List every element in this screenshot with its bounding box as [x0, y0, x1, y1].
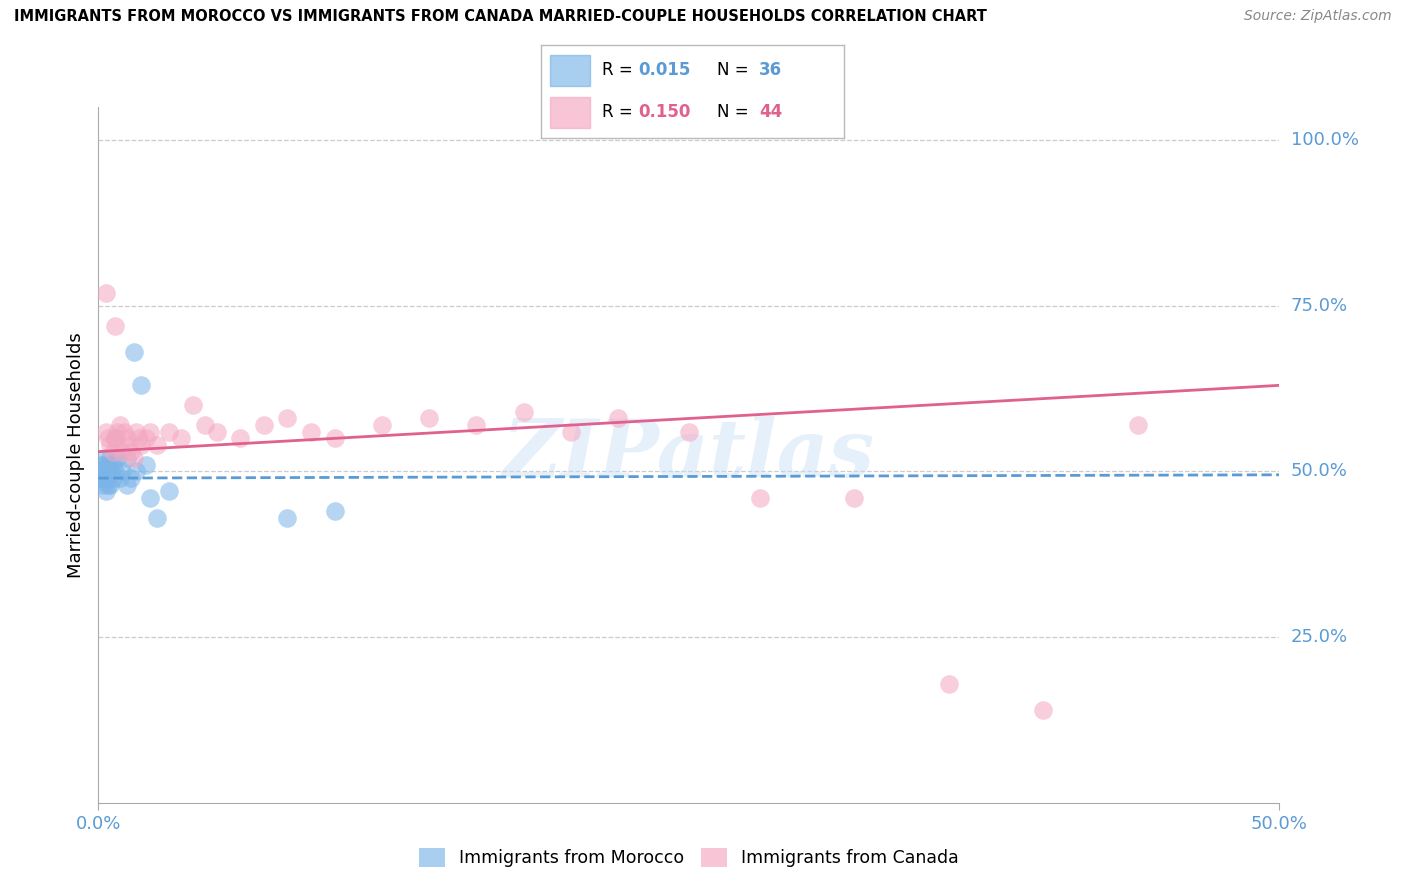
Point — [104, 318, 127, 333]
Text: 25.0%: 25.0% — [1291, 628, 1348, 646]
Point — [323, 504, 346, 518]
Text: N =: N = — [717, 61, 754, 78]
Point — [122, 345, 145, 359]
Point — [111, 444, 134, 458]
Point — [418, 411, 440, 425]
Point — [94, 285, 117, 300]
Point — [121, 471, 143, 485]
Point — [229, 431, 252, 445]
Point — [146, 438, 169, 452]
Point — [938, 676, 960, 690]
Text: 100.0%: 100.0% — [1291, 131, 1358, 149]
Point — [465, 418, 488, 433]
Point — [105, 451, 128, 466]
Point — [299, 425, 322, 439]
Point — [91, 458, 114, 472]
Bar — [550, 97, 589, 128]
Text: ZIPatlas: ZIPatlas — [503, 417, 875, 493]
Y-axis label: Married-couple Households: Married-couple Households — [66, 332, 84, 578]
Text: N =: N = — [717, 103, 754, 121]
Point — [101, 471, 124, 485]
Point — [98, 451, 121, 466]
Point — [90, 471, 112, 485]
Point — [181, 398, 204, 412]
Point — [157, 425, 180, 439]
Point — [253, 418, 276, 433]
Point — [371, 418, 394, 433]
Point — [146, 511, 169, 525]
Text: 75.0%: 75.0% — [1291, 297, 1348, 315]
Point — [91, 471, 114, 485]
Point — [125, 425, 148, 439]
Point — [108, 418, 131, 433]
Point — [276, 411, 298, 425]
Point — [104, 465, 127, 479]
Point — [101, 444, 124, 458]
Point — [90, 465, 112, 479]
Point — [129, 438, 152, 452]
Point — [607, 411, 630, 425]
Point — [194, 418, 217, 433]
Point — [115, 431, 138, 445]
Point — [135, 431, 157, 445]
Point — [128, 431, 150, 445]
Point — [844, 491, 866, 505]
Point — [101, 458, 124, 472]
Point — [115, 477, 138, 491]
Point — [115, 451, 138, 466]
Point — [94, 471, 117, 485]
Text: 44: 44 — [759, 103, 782, 121]
Point — [678, 425, 700, 439]
Legend: Immigrants from Morocco, Immigrants from Canada: Immigrants from Morocco, Immigrants from… — [412, 841, 966, 874]
Point — [560, 425, 582, 439]
Point — [94, 425, 117, 439]
Point — [129, 378, 152, 392]
Text: Source: ZipAtlas.com: Source: ZipAtlas.com — [1244, 9, 1392, 23]
Point — [97, 477, 120, 491]
Point — [170, 431, 193, 445]
Point — [94, 451, 117, 466]
Point — [98, 477, 121, 491]
Point — [104, 431, 127, 445]
Point — [121, 444, 143, 458]
Text: 36: 36 — [759, 61, 782, 78]
Point — [98, 438, 121, 452]
Point — [125, 465, 148, 479]
Point — [91, 465, 114, 479]
Point — [111, 465, 134, 479]
Point — [135, 458, 157, 472]
Point — [97, 465, 120, 479]
Point — [323, 431, 346, 445]
Point — [90, 458, 112, 472]
Point — [94, 484, 117, 499]
Point — [105, 425, 128, 439]
Point — [1126, 418, 1149, 433]
Text: R =: R = — [602, 103, 638, 121]
Point — [1032, 703, 1054, 717]
Text: 50.0%: 50.0% — [1291, 462, 1347, 481]
Point — [276, 511, 298, 525]
Text: 0.015: 0.015 — [638, 61, 690, 78]
Point — [118, 438, 141, 452]
Point — [512, 405, 534, 419]
Point — [94, 465, 117, 479]
Point — [91, 477, 114, 491]
Bar — [550, 55, 589, 86]
Point — [748, 491, 770, 505]
Point — [105, 438, 128, 452]
Point — [122, 451, 145, 466]
Point — [108, 471, 131, 485]
Point — [205, 425, 228, 439]
Point — [104, 431, 127, 445]
Text: IMMIGRANTS FROM MOROCCO VS IMMIGRANTS FROM CANADA MARRIED-COUPLE HOUSEHOLDS CORR: IMMIGRANTS FROM MOROCCO VS IMMIGRANTS FR… — [14, 9, 987, 24]
Point — [97, 458, 120, 472]
Point — [139, 491, 162, 505]
Text: R =: R = — [602, 61, 638, 78]
Point — [98, 465, 121, 479]
Text: 0.150: 0.150 — [638, 103, 690, 121]
Point — [157, 484, 180, 499]
Point — [112, 425, 135, 439]
Point — [139, 425, 162, 439]
Point — [97, 431, 120, 445]
